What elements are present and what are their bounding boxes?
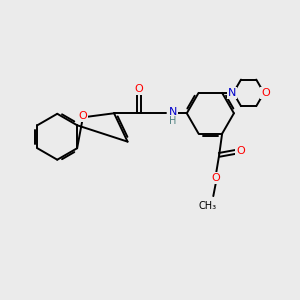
Text: N: N bbox=[169, 107, 178, 117]
Text: N: N bbox=[228, 88, 236, 98]
Text: O: O bbox=[212, 173, 220, 183]
Text: O: O bbox=[261, 88, 270, 98]
Text: O: O bbox=[135, 84, 143, 94]
Text: CH₃: CH₃ bbox=[199, 200, 217, 211]
Text: O: O bbox=[79, 112, 87, 122]
Text: O: O bbox=[236, 146, 245, 156]
Text: H: H bbox=[169, 116, 176, 126]
